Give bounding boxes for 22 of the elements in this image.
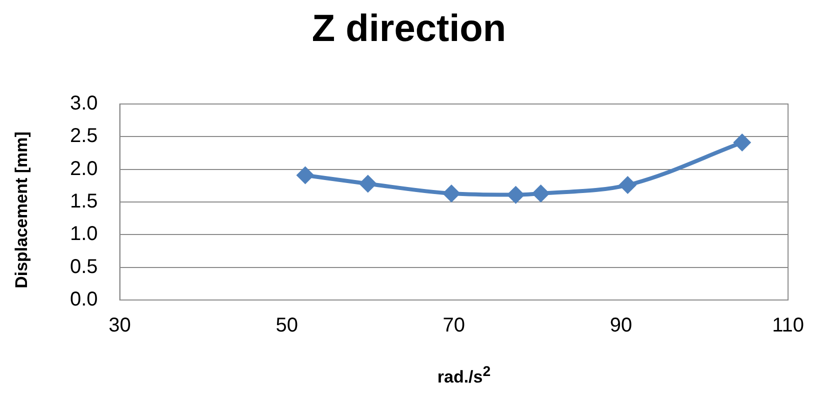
x-tick-label: 70 — [442, 314, 466, 337]
y-tick-label: 1.0 — [70, 223, 98, 246]
x-tick-label: 110 — [772, 314, 804, 337]
x-tick-label: 90 — [610, 314, 632, 337]
point — [442, 184, 460, 203]
x-axis-title: rad./s$^{2}$ — [436, 364, 492, 388]
point — [618, 176, 637, 194]
x-tick-label: 30 — [108, 314, 131, 337]
point — [532, 184, 550, 203]
y-axis-title: Displacement [mm] — [12, 132, 32, 288]
point — [733, 134, 752, 152]
x-tick-label: 50 — [276, 314, 298, 337]
y-tick-label: 0.0 — [70, 288, 98, 311]
y-tick-label: 1.5 — [70, 190, 98, 213]
y-tick-label: 2.0 — [70, 158, 98, 180]
y-tick-label: 2.5 — [70, 125, 98, 148]
point — [358, 174, 377, 193]
chart-title: Z direction — [310, 8, 508, 51]
y-tick-label: 3.0 — [70, 92, 98, 115]
point — [506, 186, 525, 204]
y-tick-label: 0.5 — [70, 256, 98, 278]
point — [296, 166, 314, 184]
